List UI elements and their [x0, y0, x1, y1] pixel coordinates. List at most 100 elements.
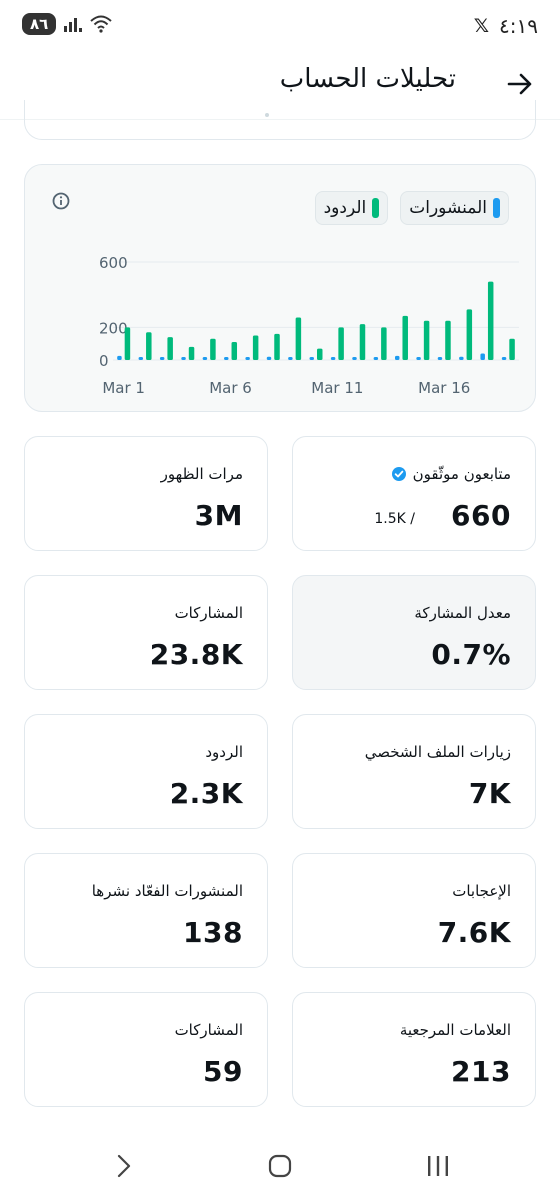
bar-replies[interactable] [124, 327, 131, 360]
verified-badge-icon [391, 467, 406, 481]
bar-posts[interactable] [288, 357, 293, 360]
chart-legend: المنشورات الردود [314, 191, 509, 225]
status-right: 𝕏 ٤:١٩ [474, 14, 538, 38]
bar-posts[interactable] [159, 357, 165, 360]
legend-swatch-posts [493, 198, 500, 218]
bar-replies[interactable] [466, 309, 473, 360]
back-button[interactable] [502, 66, 538, 102]
bar-replies[interactable] [317, 348, 323, 360]
bar-replies[interactable] [381, 327, 387, 360]
bar-replies[interactable] [359, 324, 366, 360]
stat-label-text: المشاركات [174, 604, 243, 622]
stat-label-text: المشاركات [174, 1021, 243, 1039]
bar-replies[interactable] [167, 337, 173, 360]
legend-swatch-replies [372, 198, 380, 218]
stat-label: العلامات المرجعية [400, 1021, 511, 1039]
bar-replies[interactable] [188, 346, 195, 360]
stat-value: 59 [203, 1055, 243, 1088]
stat-label-text: مرات الظهور [160, 465, 243, 483]
stat-card-engagement-rate[interactable]: معدل المشاركة 0.7% [292, 575, 536, 690]
stat-label: المشاركات [175, 604, 243, 622]
bar-posts[interactable] [224, 357, 229, 360]
arrow-right-icon [507, 73, 532, 95]
stat-card-shares[interactable]: المشاركات 59 [24, 992, 268, 1107]
status-left: ٨٦ [22, 13, 112, 35]
wifi-icon [90, 15, 112, 33]
page-header: تحليلات الحساب [0, 50, 560, 120]
bar-replies[interactable] [487, 281, 494, 360]
stat-card-engagements[interactable]: المشاركات 23.8K [24, 575, 268, 690]
nav-recents-button[interactable] [418, 1148, 458, 1184]
stat-label-text: المنشورات الفعّاد نشرها [91, 882, 243, 900]
bar-posts[interactable] [480, 353, 485, 360]
x-tick-label: Mar 16 [418, 379, 470, 397]
stat-value: 138 [183, 916, 243, 949]
bar-replies[interactable] [445, 320, 451, 360]
bar-posts[interactable] [202, 357, 208, 360]
stat-label: الردود [205, 743, 243, 761]
x-logo-icon: 𝕏 [473, 15, 490, 37]
stat-card-reposts[interactable]: المنشورات الفعّاد نشرها 138 [24, 853, 268, 968]
stat-label-text: زيارات الملف الشخصي [364, 743, 511, 761]
legend-label-replies: الردود [323, 198, 367, 218]
bar-posts[interactable] [245, 357, 250, 360]
stat-label: المشاركات [175, 1021, 243, 1039]
bar-posts[interactable] [138, 357, 144, 360]
stat-card-impressions[interactable]: مرات الظهور 3M [24, 436, 268, 551]
bar-posts[interactable] [416, 357, 421, 360]
x-tick-label: Mar 11 [311, 379, 363, 397]
status-bar: ٨٦ 𝕏 ٤:١٩ [0, 0, 560, 50]
info-icon[interactable] [51, 191, 71, 211]
bar-posts[interactable] [181, 357, 186, 360]
x-tick-label: Mar 6 [209, 379, 252, 397]
stat-card-bookmarks[interactable]: العلامات المرجعية 213 [292, 992, 536, 1107]
stat-label-text: الردود [205, 743, 243, 761]
bar-posts[interactable] [394, 355, 400, 360]
legend-item-replies[interactable]: الردود [314, 191, 389, 225]
stat-value: 23.8K [149, 638, 243, 671]
x-tick-label: Mar 1 [102, 379, 145, 397]
bar-replies[interactable] [231, 342, 238, 360]
bar-posts[interactable] [459, 356, 464, 360]
clipped-card-mark [265, 113, 269, 117]
stat-label-text: الإعجابات [452, 882, 511, 900]
bar-replies[interactable] [402, 315, 408, 360]
chart-card: المنشورات الردود 600 200 0 Mar 1 Mar 6 Mar 11… [24, 164, 536, 412]
stat-label: معدل المشاركة [414, 604, 511, 622]
bar-posts[interactable] [437, 357, 443, 360]
nav-home-button[interactable] [260, 1148, 300, 1184]
bar-replies[interactable] [338, 327, 344, 360]
bar-posts[interactable] [330, 357, 336, 360]
stat-label-text: معدل المشاركة [414, 604, 511, 622]
clipped-card [24, 100, 536, 140]
stat-card-replies[interactable]: الردود 2.3K [24, 714, 268, 829]
bar-replies[interactable] [274, 333, 280, 360]
stat-value: 213 [451, 1055, 511, 1088]
bar-replies[interactable] [423, 320, 430, 360]
bar-posts[interactable] [373, 357, 379, 360]
bar-posts[interactable] [309, 357, 315, 360]
nav-back-button[interactable] [104, 1148, 144, 1184]
stat-value: 0.7% [431, 638, 511, 671]
bar-chart: 600 200 0 Mar 1 Mar 6 Mar 11 Mar 16 [99, 254, 519, 397]
home-square-icon [268, 1154, 292, 1178]
stat-value: 7K [468, 777, 511, 810]
stat-card-verified-followers[interactable]: متابعون موثّقون 660 1.5K / [292, 436, 536, 551]
legend-item-posts[interactable]: المنشورات [400, 191, 509, 225]
page-title: تحليلات الحساب [279, 64, 456, 94]
bar-posts[interactable] [266, 356, 272, 360]
bar-posts[interactable] [117, 355, 122, 360]
bar-posts[interactable] [501, 357, 507, 360]
stat-card-profile-visits[interactable]: زيارات الملف الشخصي 7K [292, 714, 536, 829]
stat-card-likes[interactable]: الإعجابات 7.6K [292, 853, 536, 968]
bar-replies[interactable] [210, 338, 216, 360]
bar-replies[interactable] [509, 338, 515, 360]
bar-replies[interactable] [295, 317, 302, 360]
bar-replies[interactable] [252, 335, 259, 361]
stat-label: زيارات الملف الشخصي [365, 743, 511, 761]
bar-replies[interactable] [146, 332, 152, 360]
stat-label: الإعجابات [452, 882, 511, 900]
system-nav-bar [0, 1130, 560, 1200]
stat-value: 7.6K [437, 916, 511, 949]
bar-posts[interactable] [352, 357, 357, 360]
